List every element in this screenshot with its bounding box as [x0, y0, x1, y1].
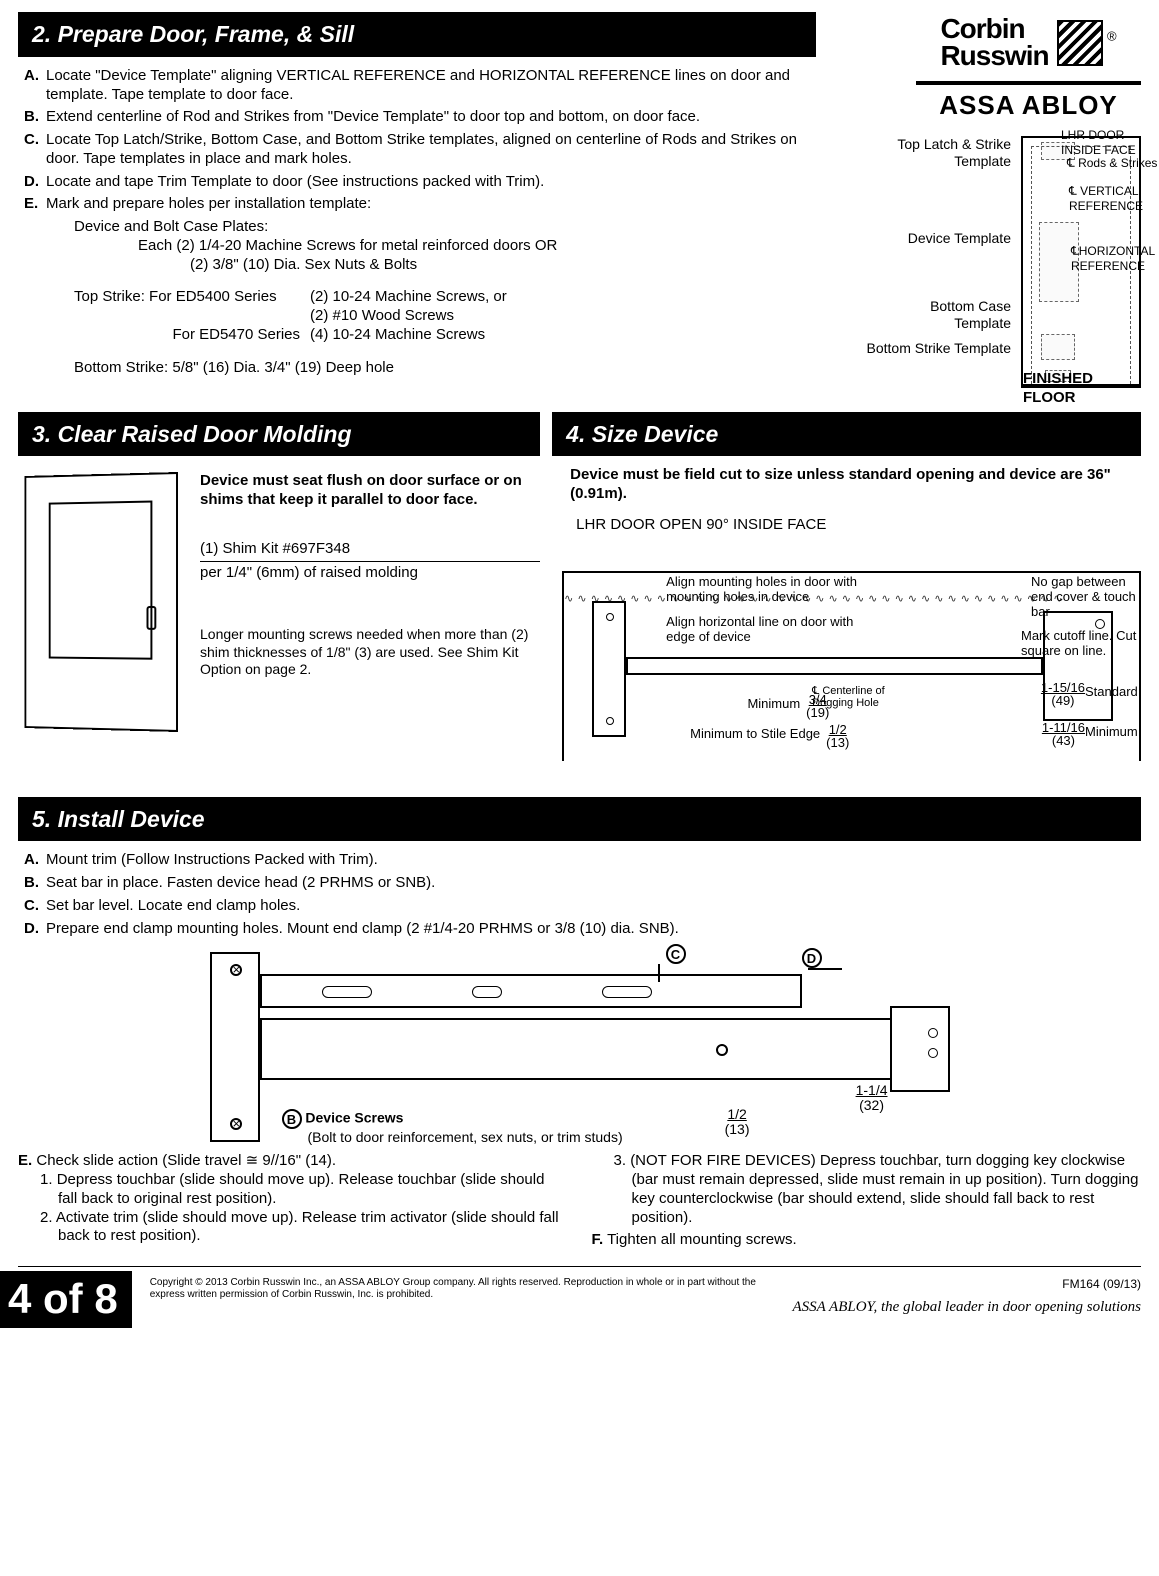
section4-header: 4. Size Device: [552, 412, 1141, 457]
s3-door-diagram: [18, 472, 188, 732]
s5-e2: Activate trim (slide should move up). Re…: [56, 1209, 559, 1245]
s2-c: Locate Top Latch/Strike, Bottom Case, an…: [46, 131, 797, 167]
s2-e: Mark and prepare holes per installation …: [46, 195, 371, 212]
s5-e3: (NOT FOR FIRE DEVICES) Depress touchbar,…: [630, 1152, 1138, 1225]
s5-devscrews-title: Device Screws: [305, 1110, 403, 1126]
s2-sub1: Device and Bolt Case Plates:: [18, 218, 816, 237]
s5-a: Mount trim (Follow Instructions Packed w…: [46, 851, 378, 868]
lbl-rods: ℄ Rods & Strikes: [1067, 156, 1159, 171]
lbl-botcase: Bottom Case Template: [896, 298, 1011, 333]
s4-sub: LHR DOOR OPEN 90° INSIDE FACE: [576, 516, 1141, 535]
callout-c: C: [666, 944, 686, 964]
footer-tagline: ASSA ABLOY, the global leader in door op…: [793, 1298, 1142, 1317]
doc-code: FM164 (09/13): [793, 1277, 1142, 1292]
s5-e-label: E.: [18, 1152, 32, 1169]
brand-pattern-icon: [1057, 20, 1103, 66]
s5-devscrews-sub: (Bolt to door reinforcement, sex nuts, o…: [282, 1129, 623, 1145]
callout-d: D: [802, 948, 822, 968]
page-number: 4 of 8: [0, 1271, 132, 1328]
s2-a: Locate "Device Template" aligning VERTIC…: [46, 67, 790, 103]
lbl-vref: ℄ VERTICAL REFERENCE: [1069, 184, 1159, 214]
s5-c: Set bar level. Locate end clamp holes.: [46, 897, 300, 914]
lbl-toplatch: Top Latch & Strike Template: [896, 136, 1011, 171]
s5-e-lead: Check slide action (Slide travel ≅ 9//16…: [36, 1152, 336, 1169]
s2-sub6a: For ED5470 Series: [74, 326, 310, 345]
lbl-href: ℄HORIZONTAL REFERENCE: [1071, 244, 1159, 274]
lbl-devtpl: Device Template: [896, 230, 1011, 248]
s5-b: Seat bar in place. Fasten device head (2…: [46, 874, 435, 891]
copyright: Copyright © 2013 Corbin Russwin Inc., an…: [150, 1271, 775, 1301]
finished-floor-label: FINISHED FLOOR: [1023, 370, 1139, 408]
s2-sub4a: Top Strike: For ED5400 Series: [74, 288, 310, 307]
section5-list: A.Mount trim (Follow Instructions Packed…: [18, 851, 1141, 938]
s3-note: Longer mounting screws needed when more …: [200, 626, 540, 679]
s2-sub6b: (4) 10-24 Machine Screws: [310, 326, 485, 345]
section5-header: 5. Install Device: [18, 797, 1141, 842]
lbl-botstrike: Bottom Strike Template: [851, 340, 1011, 358]
s2-sub7: Bottom Strike: 5/8" (16) Dia. 3/4" (19) …: [18, 359, 816, 378]
s2-d: Locate and tape Trim Template to door (S…: [46, 173, 544, 190]
brand-parent: ASSA ABLOY: [916, 89, 1141, 122]
s5-f: Tighten all mounting screws.: [607, 1231, 797, 1248]
s5-e1: Depress touchbar (slide should move up).…: [57, 1171, 545, 1207]
s5-d: Prepare end clamp mounting holes. Mount …: [46, 920, 679, 937]
section2-list: A.Locate "Device Template" aligning VERT…: [18, 67, 816, 214]
lbl-lhr: LHR DOOR INSIDE FACE: [1061, 128, 1149, 158]
s2-sub5: (2) #10 Wood Screws: [18, 307, 816, 326]
s4-bold: Device must be field cut to size unless …: [570, 466, 1141, 504]
s2-sub4b: (2) 10-24 Machine Screws, or: [310, 288, 507, 307]
section2-header: 2. Prepare Door, Frame, & Sill: [18, 12, 816, 57]
callout-b: B: [282, 1109, 302, 1129]
s2-sub3: (2) 3/8" (10) Dia. Sex Nuts & Bolts: [18, 256, 816, 275]
s3-shim1: (1) Shim Kit #697F348: [200, 540, 540, 559]
s4-diagram: ∿∿∿∿∿∿∿∿∿∿∿∿∿∿∿∿∿∿∿∿∿∿∿∿∿∿∿∿∿∿∿∿∿∿∿∿∿∿ A…: [562, 545, 1141, 775]
section3-header: 3. Clear Raised Door Molding: [18, 412, 540, 457]
s2-sub2: Each (2) 1/4-20 Machine Screws for metal…: [18, 237, 816, 256]
s2-b: Extend centerline of Rod and Strikes fro…: [46, 108, 700, 125]
s3-bold: Device must seat flush on door surface o…: [200, 472, 540, 510]
s5-diagram: C D B Device Screws (Bolt to door reinfo…: [210, 952, 950, 1142]
brand-logo: Corbin Russwin ®: [916, 16, 1141, 69]
s3-shim2: per 1/4" (6mm) of raised molding: [200, 564, 540, 583]
